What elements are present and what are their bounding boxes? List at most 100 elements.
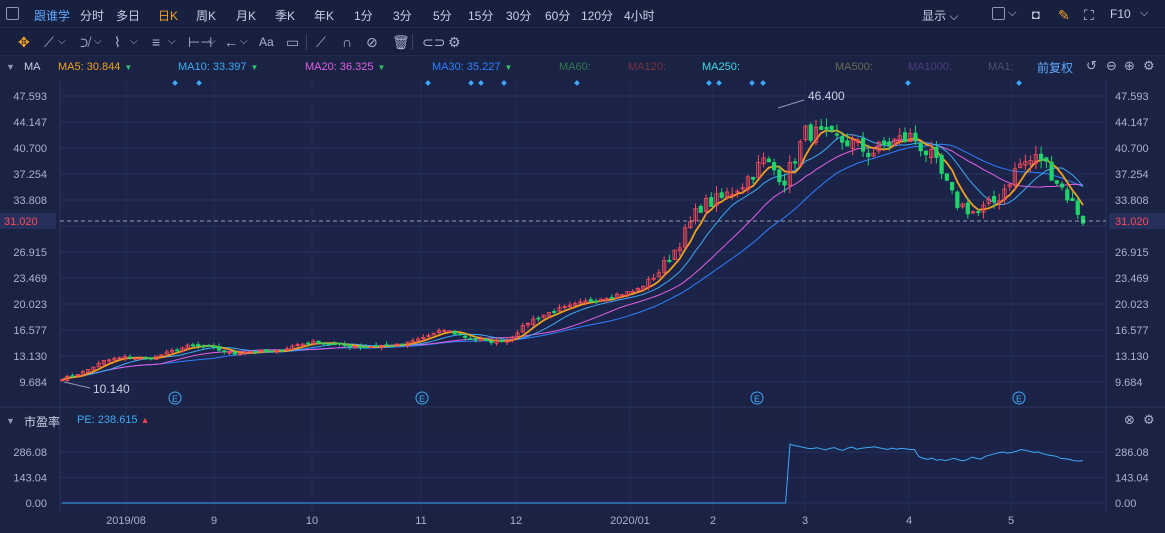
candle-body [850, 139, 855, 149]
candle-body [834, 133, 840, 136]
display-checkbox[interactable] [992, 7, 1005, 20]
x-tick-label: 3 [802, 515, 808, 527]
indicator-name[interactable]: MA [24, 61, 41, 73]
timeframe-tab[interactable]: 日K [158, 9, 179, 23]
chevron-down-icon[interactable]: ⌵ [130, 36, 138, 47]
pen-icon[interactable]: ⟋ [316, 34, 326, 50]
chevron-down-icon[interactable]: ⌵ [208, 36, 216, 47]
price-pane [60, 80, 1106, 400]
candle-body [871, 152, 876, 157]
event-marker [415, 391, 429, 405]
y-tick-label: 40.700 [13, 143, 47, 155]
candle-body [1028, 160, 1033, 165]
line-icon[interactable]: ⟋ [44, 34, 54, 50]
candle-body [840, 136, 845, 143]
link-icon[interactable]: ⊂⊃ [422, 34, 446, 50]
reset-icon[interactable]: ↺ [1086, 58, 1097, 73]
text-icon[interactable]: Aa [259, 35, 274, 49]
chevron-down-icon[interactable]: ⌵ [1140, 7, 1149, 19]
candle-body [190, 344, 195, 347]
crosshair-icon[interactable]: ✥ [18, 34, 30, 50]
ma-legend-item[interactable]: MA1: [988, 61, 1014, 73]
candle-body [824, 127, 829, 130]
fib-icon[interactable]: ≡ [152, 34, 161, 50]
timeframe-tab[interactable]: 季K [275, 9, 296, 23]
adjust-mode-button[interactable]: 前复权 [1037, 61, 1074, 75]
ma-legend-item[interactable]: MA30: 35.227 ▼ [432, 61, 513, 73]
ma-legend-item[interactable]: MA250: [702, 61, 740, 73]
measure-icon[interactable]: ⊢⊣ [188, 34, 213, 50]
ma-legend-item[interactable]: MA60: [559, 61, 591, 73]
chevron-down-icon[interactable]: ⌵ [168, 36, 176, 47]
timeframe-tab[interactable]: 3分 [393, 9, 412, 23]
pencil-icon[interactable]: ✎ [1058, 7, 1070, 23]
candle-body [1065, 189, 1070, 201]
fullscreen-icon[interactable]: ⛶ [1084, 7, 1094, 23]
timeframe-tab[interactable]: 60分 [545, 9, 571, 23]
wave-icon[interactable]: ⌇ [114, 34, 121, 50]
timeframe-tab[interactable]: 1分 [354, 9, 373, 23]
sidebar-toggle-icon[interactable] [6, 7, 19, 20]
ma-legend-item[interactable]: MA20: 36.325 ▼ [305, 61, 386, 73]
chevron-down-icon[interactable]: ⌵ [58, 36, 66, 47]
magnet-icon[interactable]: ∩ [342, 34, 353, 50]
ma-legend-item[interactable]: MA5: 30.844 ▼ [58, 61, 133, 73]
candle-body [332, 343, 337, 346]
timeframe-tab[interactable]: 120分 [581, 9, 614, 23]
timeframe-tab[interactable]: 周K [196, 9, 217, 23]
hide-icon[interactable]: ⊘ [366, 34, 378, 50]
candle-body [908, 133, 913, 143]
candle-body [709, 197, 714, 207]
minus-icon[interactable]: ⊖ [1106, 58, 1117, 73]
candle-body [337, 342, 342, 345]
f10-button[interactable]: F10 [1110, 7, 1131, 21]
collapse-icon[interactable]: ▼ [6, 62, 15, 72]
trash-icon[interactable]: 🗑 [392, 34, 410, 50]
timeframe-tab[interactable]: 年K [314, 9, 335, 23]
candle-body [745, 176, 751, 190]
y-tick-label: 37.254 [1115, 169, 1149, 181]
camera-icon[interactable]: ◘ [1032, 7, 1040, 22]
ma-legend-item[interactable]: MA500: [835, 61, 873, 73]
timeframe-tab[interactable]: 15分 [468, 9, 494, 23]
candle-body [819, 126, 824, 130]
chevron-down-icon[interactable]: ⌵ [94, 36, 102, 47]
news-marker [478, 80, 484, 86]
display-menu[interactable]: 显示 ⌵ [922, 9, 959, 23]
settings-icon[interactable]: ⚙ [1143, 58, 1155, 73]
channel-icon[interactable]: ⟉ [80, 34, 92, 50]
plus-icon[interactable]: ⊕ [1124, 58, 1135, 73]
timeframe-tab[interactable]: 分时 [80, 9, 105, 23]
settings-icon[interactable]: ⚙ [1143, 412, 1155, 427]
news-marker [760, 80, 766, 86]
ma-legend-item[interactable]: MA120: [628, 61, 666, 73]
chevron-down-icon[interactable]: ⌵ [1008, 7, 1017, 19]
close-pane-icon[interactable]: ⊗ [1124, 412, 1135, 427]
candle-body [892, 138, 897, 146]
ma-legend-item[interactable]: MA1000: [908, 61, 953, 73]
brand-tab[interactable]: 跟谁学 [34, 9, 71, 23]
candle-body [101, 360, 106, 365]
candle-body [211, 345, 216, 348]
gear-icon[interactable]: ⚙ [448, 34, 461, 50]
timeframe-tab[interactable]: 4小时 [624, 9, 655, 23]
arrow-icon[interactable]: ← [224, 34, 238, 50]
candle-body [285, 348, 290, 351]
timeframe-tab[interactable]: 30分 [506, 9, 532, 23]
collapse-icon[interactable]: ▼ [6, 416, 15, 426]
pe-indicator-name[interactable]: 市盈率 [24, 415, 61, 429]
candle-body [970, 211, 976, 214]
timeframe-tab[interactable]: 月K [236, 9, 257, 23]
ma-legend-item[interactable]: MA10: 33.397 ▼ [178, 61, 259, 73]
comment-icon[interactable]: ▭ [286, 34, 300, 50]
timeframe-tab[interactable]: 多日 [116, 9, 141, 23]
candle-body [295, 344, 300, 347]
candle-body [347, 344, 353, 348]
candle-body [651, 277, 656, 280]
chevron-down-icon[interactable]: ⌵ [240, 36, 248, 47]
y-tick-label: 13.130 [1115, 351, 1149, 363]
timeframe-tab[interactable]: 5分 [433, 9, 452, 23]
candle-body [520, 325, 525, 333]
candle-body [751, 176, 756, 180]
